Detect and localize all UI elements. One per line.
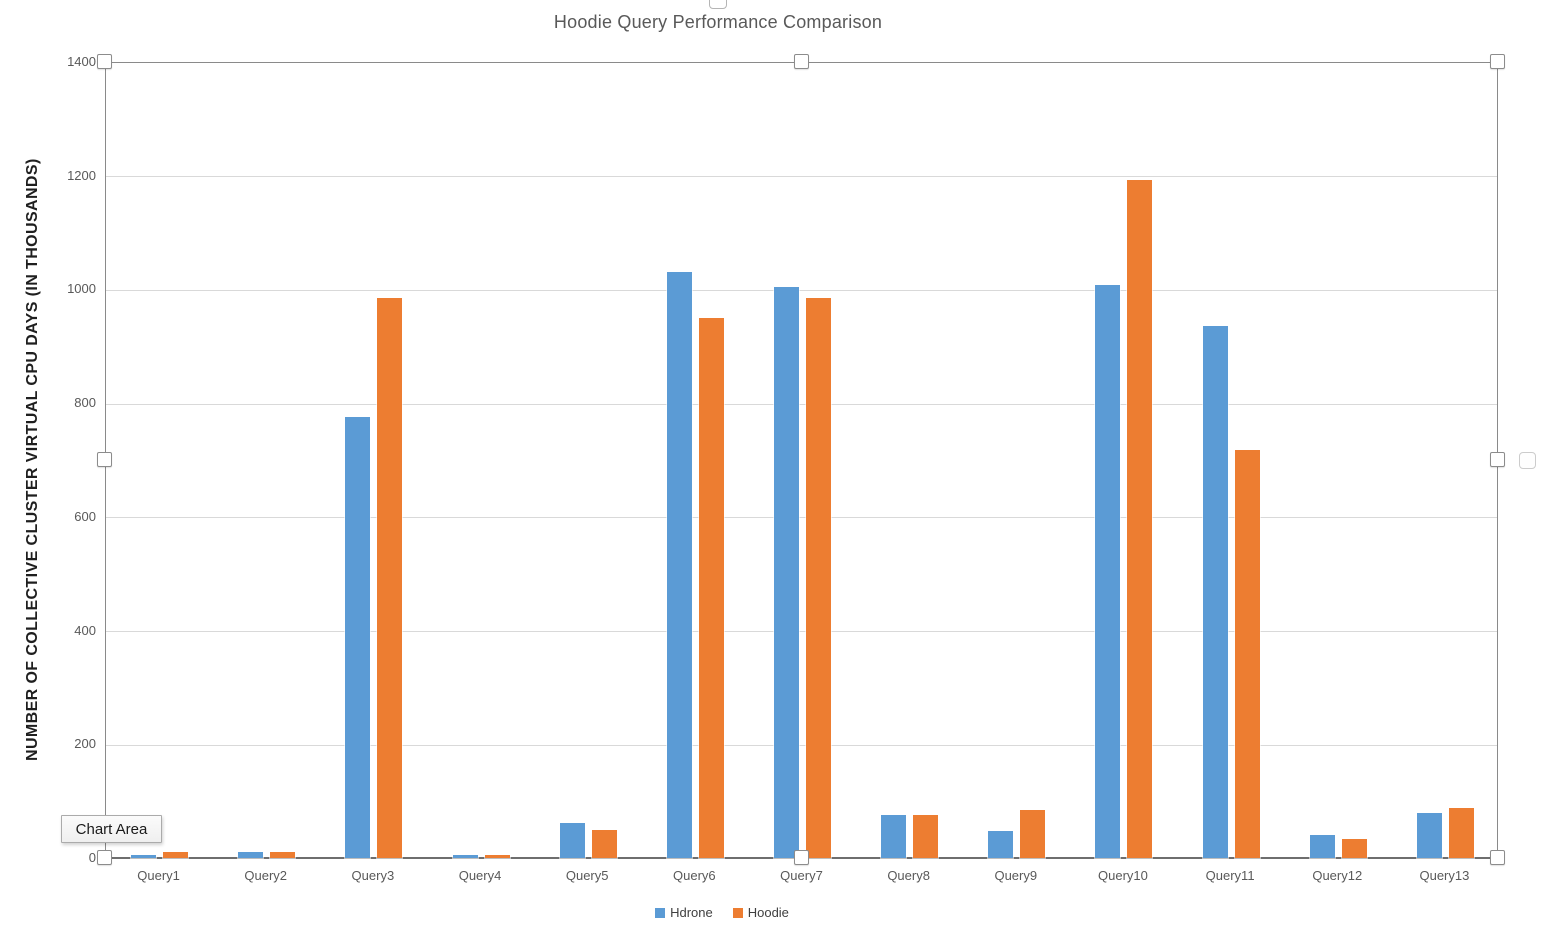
y-tick-label-600: 600 (74, 508, 96, 524)
y-tick-label-1400: 1400 (67, 54, 96, 69)
bar-hoodie-query3[interactable] (377, 297, 403, 858)
x-label-query11: Query11 (1205, 868, 1255, 883)
plot-selection-handle-top-right[interactable] (1490, 54, 1505, 69)
plot-selection-handle-bottom-left[interactable] (97, 850, 112, 865)
legend: Hdrone Hoodie (0, 905, 1444, 920)
y-tick-label-0: 0 (88, 850, 96, 865)
x-label-query2: Query2 (244, 868, 288, 883)
bar-hoodie-query8[interactable] (913, 815, 939, 858)
y-tick-label-1000: 1000 (67, 281, 96, 297)
bar-hdrone-query10[interactable] (1095, 284, 1121, 858)
gridline-200 (106, 744, 1497, 746)
bar-hoodie-query4[interactable] (484, 855, 510, 858)
plot-selection-handle-bottom-center[interactable] (793, 850, 809, 865)
bar-hoodie-query12[interactable] (1341, 839, 1367, 858)
bar-hdrone-query8[interactable] (881, 815, 907, 858)
x-label-query13: Query13 (1419, 868, 1470, 883)
legend-item-hdrone[interactable]: Hdrone (655, 905, 713, 920)
bar-hoodie-query9[interactable] (1020, 809, 1046, 858)
gridline-600 (106, 517, 1497, 519)
y-tick-label-200: 200 (74, 736, 96, 752)
bar-hoodie-query7[interactable] (806, 297, 831, 858)
bar-hdrone-query3[interactable] (345, 417, 371, 858)
bar-hoodie-query2[interactable] (270, 852, 296, 858)
plot-selection-handle-mid-right[interactable] (1490, 452, 1505, 467)
legend-item-hoodie[interactable]: Hoodie (732, 905, 789, 920)
y-tick-label-400: 400 (74, 622, 96, 638)
legend-swatch-hdrone (655, 907, 666, 918)
bar-hoodie-query10[interactable] (1127, 179, 1153, 858)
bar-hdrone-query4[interactable] (452, 855, 478, 858)
bar-hoodie-query13[interactable] (1448, 807, 1474, 858)
bar-hdrone-query2[interactable] (238, 852, 264, 858)
x-label-query6: Query6 (673, 868, 716, 883)
plot-selection-handle-top-center[interactable] (793, 54, 809, 69)
x-label-query12: Query12 (1312, 868, 1363, 883)
bar-hoodie-query6[interactable] (698, 317, 724, 858)
x-label-query1: Query1 (137, 868, 180, 883)
x-label-query5: Query5 (565, 868, 609, 883)
bar-hdrone-query1[interactable] (131, 855, 157, 858)
bar-hoodie-query5[interactable] (591, 829, 617, 858)
bar-hdrone-query9[interactable] (988, 830, 1014, 858)
bar-hdrone-query11[interactable] (1202, 326, 1228, 858)
x-label-query10: Query10 (1098, 868, 1148, 883)
chart-title[interactable]: Hoodie Query Performance Comparison (553, 12, 883, 32)
x-label-query7: Query7 (780, 868, 823, 883)
x-label-query3: Query3 (351, 868, 395, 883)
y-tick-label-1200: 1200 (67, 167, 96, 183)
x-label-query8: Query8 (887, 868, 930, 883)
x-label-query4: Query4 (458, 868, 502, 883)
y-tick-label-800: 800 (74, 395, 96, 411)
legend-label-hdrone: Hdrone (670, 905, 713, 920)
x-axis-category-labels: Query1 Query2 Query3 Query4 Query5 Query6 Quer… (105, 868, 1498, 888)
bar-hoodie-query1[interactable] (163, 852, 189, 858)
gridline-1200 (106, 176, 1497, 178)
chart-selection-handle-top[interactable] (709, 0, 727, 9)
plot-selection-handle-bottom-right[interactable] (1490, 850, 1505, 865)
plot-selection-handle-top-left[interactable] (97, 54, 112, 69)
gridline-1000 (106, 289, 1497, 291)
x-label-query9: Query9 (994, 868, 1038, 883)
plot-area[interactable] (105, 62, 1498, 859)
bar-hdrone-query7[interactable] (774, 286, 799, 858)
chart-area-tooltip: Chart Area (61, 815, 162, 843)
bar-hdrone-query6[interactable] (666, 272, 692, 858)
bar-hdrone-query12[interactable] (1309, 835, 1335, 858)
bar-hdrone-query13[interactable] (1416, 812, 1442, 858)
plot-selection-handle-mid-left[interactable] (97, 452, 112, 467)
y-axis-tick-labels: 0 200 400 600 800 1000 1200 1400 (0, 54, 96, 865)
bar-hdrone-query5[interactable] (559, 822, 585, 858)
chart-selection-handle-right[interactable] (1519, 452, 1536, 469)
legend-label-hoodie: Hoodie (747, 905, 789, 920)
legend-swatch-hoodie (732, 907, 743, 918)
bar-hoodie-query11[interactable] (1234, 449, 1260, 858)
gridline-400 (106, 631, 1497, 633)
gridline-800 (106, 403, 1497, 405)
